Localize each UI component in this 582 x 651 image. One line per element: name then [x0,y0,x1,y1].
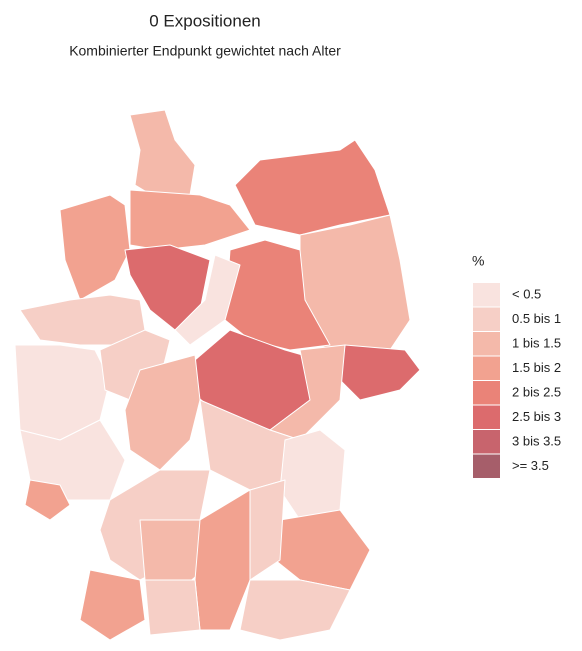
region [129,189,251,251]
legend-swatch [473,356,500,380]
legend-label: 2.5 bis 3 [512,409,561,424]
region [144,579,201,636]
legend-label: 1 bis 1.5 [512,336,561,351]
legend-swatch [473,430,500,454]
legend-swatch [473,454,500,478]
region [339,344,421,401]
legend-swatch [473,405,500,429]
germany-map [14,109,421,641]
legend-label: 1.5 bis 2 [512,360,561,375]
legend-label: < 0.5 [512,287,541,302]
legend-label: 0.5 bis 1 [512,311,561,326]
legend-title: % [472,253,484,269]
legend-label: >= 3.5 [512,458,549,473]
region [59,194,131,301]
region [24,479,71,521]
map-subtitle: Kombinierter Endpunkt gewichtet nach Alt… [69,43,341,59]
legend-label: 3 bis 3.5 [512,434,561,449]
map-title: 0 Expositionen [149,11,261,30]
legend-swatch [473,381,500,405]
region [19,294,146,346]
legend-label: 2 bis 2.5 [512,385,561,400]
region [79,569,146,641]
region [274,509,371,591]
region [129,109,196,201]
region [124,354,201,471]
region [279,429,346,521]
region [224,239,331,351]
region [249,479,286,581]
legend: < 0.5 0.5 bis 1 1 bis 1.5 1.5 bis 2 2 bis 2.… [473,283,561,478]
legend-swatch [473,283,500,307]
legend-swatch [473,307,500,331]
region [234,139,391,236]
region [174,254,241,346]
region [239,579,351,641]
legend-swatch [473,332,500,356]
